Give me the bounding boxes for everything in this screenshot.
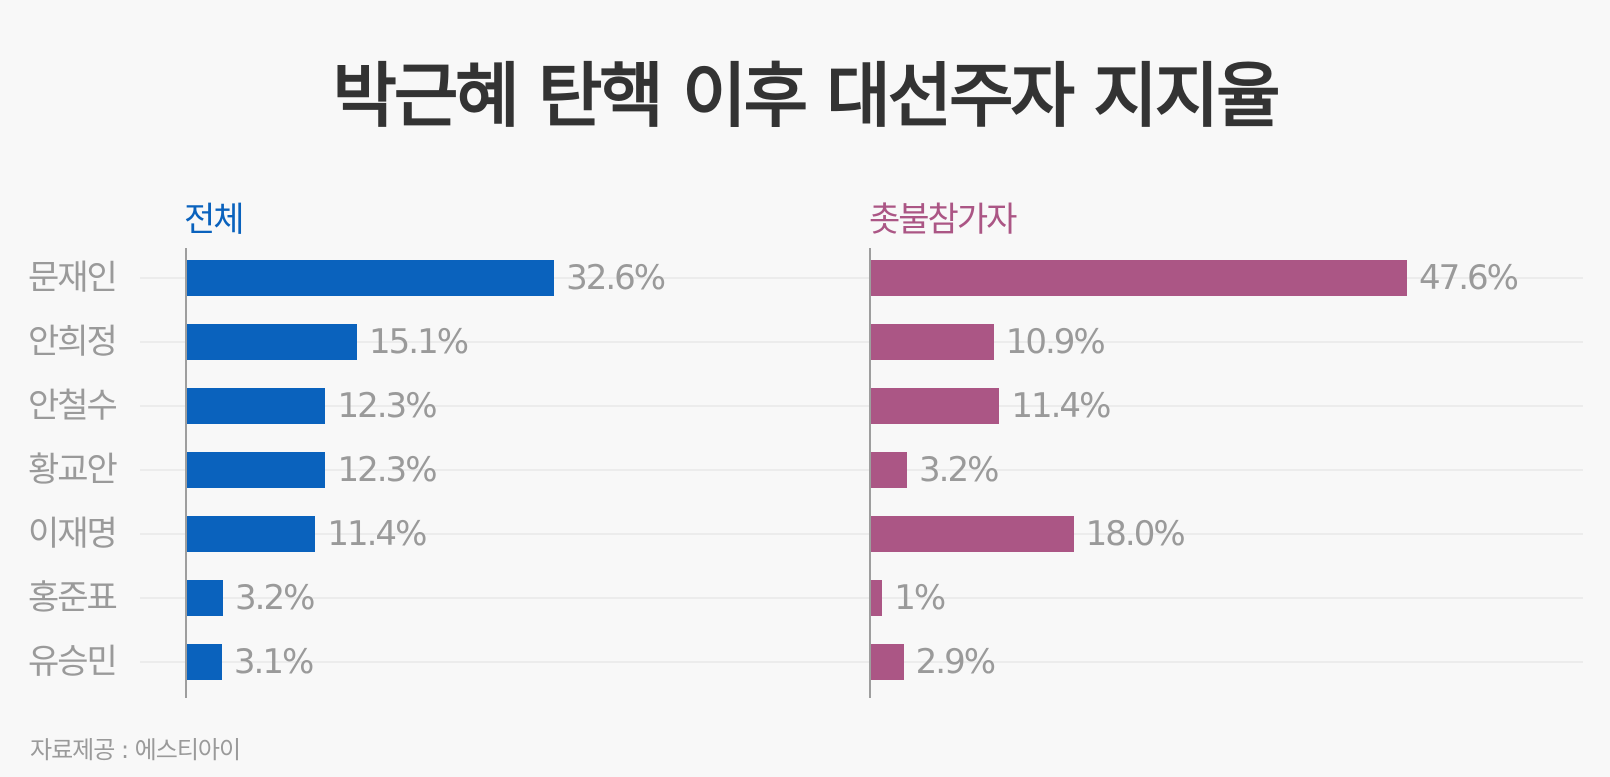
bar xyxy=(871,644,904,680)
bar xyxy=(187,580,224,616)
value-label: 18.0% xyxy=(1085,514,1186,554)
bar xyxy=(187,516,316,552)
value-label: 12.3% xyxy=(337,450,437,490)
bar xyxy=(187,324,358,360)
value-label: 12.3% xyxy=(337,386,437,426)
value-label: 3.2% xyxy=(235,578,315,618)
value-label: 11.4% xyxy=(327,514,427,554)
bar xyxy=(871,324,994,360)
gridline xyxy=(140,533,1583,535)
value-label: 15.1% xyxy=(369,322,469,362)
bar xyxy=(871,516,1074,552)
bar xyxy=(187,260,555,296)
bar xyxy=(187,452,326,488)
category-label: 황교안 xyxy=(28,450,118,490)
value-label: 1% xyxy=(894,578,946,618)
panel-title-all: 전체 xyxy=(184,200,245,240)
bar xyxy=(871,452,908,488)
category-label: 유승민 xyxy=(28,642,118,682)
category-label: 안철수 xyxy=(28,386,118,426)
value-label: 47.6% xyxy=(1418,258,1519,298)
gridline xyxy=(140,405,1583,407)
value-label: 3.2% xyxy=(919,450,999,490)
gridline xyxy=(140,661,1583,663)
panel-title-candle: 촛불참가자 xyxy=(869,200,1017,240)
gridline xyxy=(140,277,1583,279)
bar xyxy=(871,388,1000,424)
category-label: 홍준표 xyxy=(28,578,118,618)
gridline xyxy=(140,469,1583,471)
category-label: 이재명 xyxy=(28,514,118,554)
gridline xyxy=(140,341,1583,343)
category-label: 안희정 xyxy=(28,322,118,362)
value-label: 10.9% xyxy=(1005,322,1106,362)
value-label: 11.4% xyxy=(1011,386,1111,426)
chart-title: 박근혜 탄핵 이후 대선주자 지지율 xyxy=(332,55,1280,137)
value-label: 2.9% xyxy=(915,642,996,682)
bar xyxy=(871,260,1407,296)
source-note: 자료제공 : 에스티아이 xyxy=(30,736,241,764)
value-label: 3.1% xyxy=(233,642,314,682)
bar xyxy=(187,644,222,680)
gridline xyxy=(140,597,1583,599)
value-label: 32.6% xyxy=(566,258,666,298)
axis-left xyxy=(185,248,187,698)
bar xyxy=(187,388,326,424)
axis-right xyxy=(869,248,871,698)
category-label: 문재인 xyxy=(28,258,118,298)
bar xyxy=(871,580,883,616)
